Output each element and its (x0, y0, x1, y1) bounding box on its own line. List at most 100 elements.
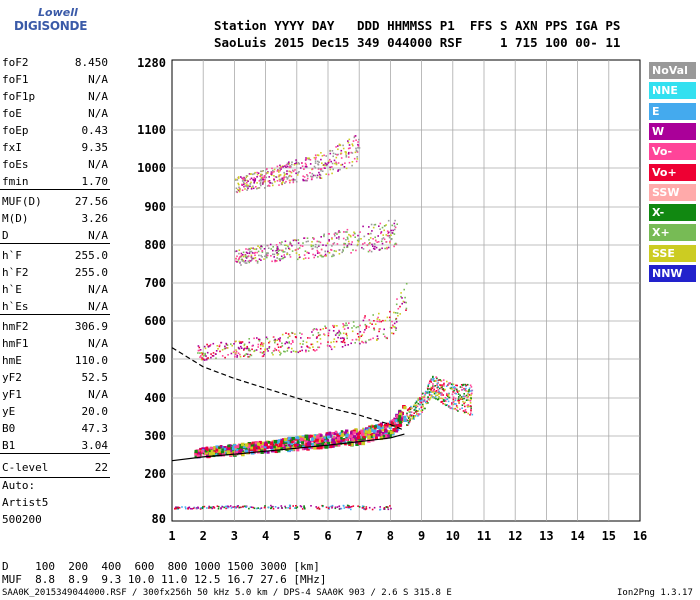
echo-point (261, 176, 264, 179)
echo-point (361, 505, 364, 507)
echo-point (236, 354, 239, 357)
echo-point (249, 349, 251, 352)
param-separator (0, 314, 110, 315)
echo-point (428, 399, 431, 401)
echo-point (316, 445, 320, 450)
echo-point (253, 507, 256, 510)
echo-point (239, 353, 241, 356)
echo-point (350, 235, 352, 238)
echo-point (328, 240, 330, 242)
echo-point (302, 178, 304, 181)
echo-point (397, 307, 400, 310)
echo-point (357, 145, 360, 147)
echo-point (242, 181, 245, 184)
echo-point (415, 410, 418, 413)
echo-point (328, 431, 332, 435)
echo-point (467, 399, 470, 401)
echo-point (445, 404, 447, 406)
echo-point (337, 433, 342, 438)
echo-point (238, 451, 241, 455)
echo-point (405, 301, 407, 304)
distance-row: D 100 200 400 600 800 1000 1500 3000 [km… (2, 560, 320, 573)
echo-point (470, 398, 472, 401)
echo-point (388, 434, 392, 438)
echo-point (174, 508, 176, 510)
echo-point (242, 255, 245, 258)
echo-point (427, 396, 429, 398)
echo-point (394, 228, 396, 231)
echo-point (417, 397, 419, 400)
echo-point (265, 255, 267, 257)
echo-point (200, 355, 202, 357)
echo-point (436, 382, 439, 385)
echo-point (333, 338, 336, 340)
echo-point (254, 441, 258, 445)
echo-point (265, 443, 269, 447)
param-row: yE 20.0 (2, 404, 108, 419)
echo-point (258, 254, 260, 257)
echo-point (203, 505, 206, 508)
echo-point (254, 257, 257, 259)
echo-point (315, 243, 317, 246)
echo-point (375, 430, 378, 434)
echo-point (229, 505, 232, 507)
echo-point (322, 505, 324, 507)
echo-point (194, 455, 198, 459)
echo-point (385, 241, 388, 243)
echo-point (266, 254, 269, 257)
echo-point (372, 435, 375, 439)
echo-point (338, 230, 340, 232)
echo-point (379, 429, 383, 434)
echo-point (330, 341, 332, 344)
echo-point (267, 252, 269, 254)
echo-point (276, 165, 279, 168)
echo-point (423, 395, 426, 397)
echo-point (358, 238, 360, 240)
echo-point (378, 249, 381, 251)
echo-point (455, 392, 457, 395)
echo-point (462, 400, 464, 403)
echo-point (295, 350, 298, 353)
echo-point (437, 385, 439, 388)
echo-point (358, 339, 360, 341)
echo-point (430, 386, 432, 389)
echo-point (273, 447, 278, 451)
echo-point (274, 347, 276, 350)
echo-point (341, 346, 344, 348)
y-tick-label: 1000 (137, 161, 166, 175)
echo-point (328, 506, 330, 509)
echo-point (332, 324, 334, 327)
echo-point (387, 246, 390, 249)
echo-point (416, 412, 418, 415)
echo-point (339, 231, 341, 233)
echo-point (266, 244, 268, 247)
echo-point (293, 443, 297, 447)
echo-point (225, 507, 227, 510)
echo-point (274, 341, 276, 344)
echo-point (343, 338, 345, 341)
echo-point (260, 343, 262, 346)
echo-point (379, 506, 381, 508)
echo-point (353, 157, 356, 160)
logo-digisonde: DIGISONDE (14, 19, 88, 33)
echo-point (415, 404, 418, 406)
echo-point (277, 248, 279, 250)
echo-point (277, 449, 281, 453)
x-tick-label: 8 (387, 529, 394, 543)
echo-point (338, 330, 340, 333)
echo-point (350, 243, 353, 246)
echo-point (277, 507, 279, 509)
echo-point (316, 174, 319, 177)
echo-point (258, 340, 261, 342)
echo-point (374, 323, 377, 325)
echo-point (330, 505, 332, 508)
echo-point (432, 396, 434, 398)
echo-point (292, 169, 294, 172)
echo-point (333, 326, 335, 328)
echo-point (320, 439, 324, 443)
echo-point (298, 440, 302, 443)
echo-point (460, 397, 463, 400)
param-row: yF1 N/A (2, 387, 108, 402)
legend-entry: Vo+ (649, 163, 696, 181)
echo-point (446, 404, 448, 406)
